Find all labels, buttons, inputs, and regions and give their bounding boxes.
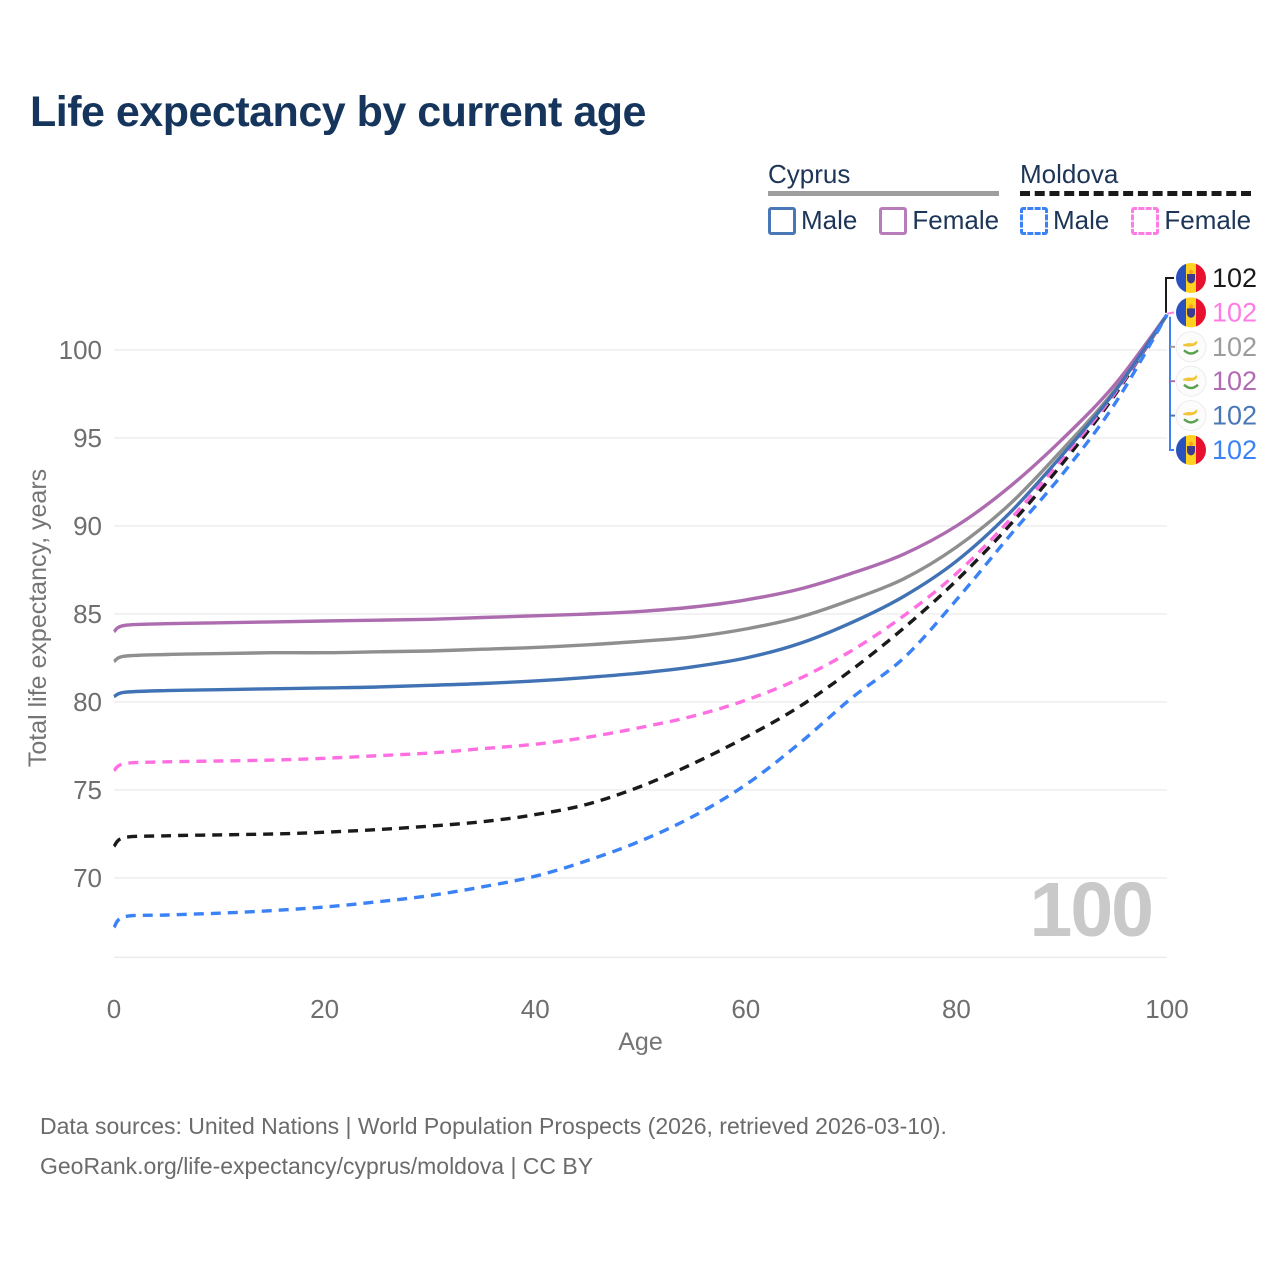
footer-url-license: GeoRank.org/life-expectancy/cyprus/moldo… xyxy=(40,1153,594,1179)
legend-toggle-moldova-female[interactable]: Female xyxy=(1131,205,1251,236)
flag-stripes xyxy=(1176,435,1206,465)
flag-icon-moldova xyxy=(1176,297,1206,328)
x-tick-label-0: 0 xyxy=(107,994,121,1024)
stripe-red xyxy=(1196,263,1206,293)
x-tick-label-80: 80 xyxy=(942,994,971,1024)
legend-line-sample-moldova xyxy=(1020,191,1252,196)
olive-branches xyxy=(1183,383,1199,390)
end-value-label-cyprus-both-sexes: 102 xyxy=(1212,332,1257,362)
y-tick-label-90: 90 xyxy=(73,511,102,541)
legend-group-moldova: Moldova Male Female xyxy=(1020,159,1252,236)
cyprus-island xyxy=(1183,340,1198,347)
y-tick-label-70: 70 xyxy=(73,863,102,893)
flag-stripes xyxy=(1176,263,1206,293)
series-line-cyprus-both-sexes xyxy=(113,313,1169,664)
flag-stripes xyxy=(1176,297,1206,328)
legend-line-sample-cyprus xyxy=(768,191,1000,196)
checkbox-moldova-female[interactable] xyxy=(1131,206,1160,235)
flag-icon-moldova xyxy=(1176,263,1206,293)
end-value-label-cyprus-male: 102 xyxy=(1212,401,1257,431)
flag-icon-cyprus xyxy=(1175,365,1207,397)
flag-bg xyxy=(1175,365,1207,397)
age-counter-watermark: 100 xyxy=(1029,867,1154,953)
flag-icon-cyprus xyxy=(1175,400,1207,432)
legend-toggle-cyprus-female[interactable]: Female xyxy=(879,205,999,236)
x-tick-label-20: 20 xyxy=(310,994,339,1024)
olive-branches xyxy=(1183,418,1199,424)
emblem-shield xyxy=(1187,308,1195,318)
checkbox-moldova-male[interactable] xyxy=(1020,206,1048,235)
cyprus-island xyxy=(1183,409,1198,416)
footer-data-sources: Data sources: United Nations | World Pop… xyxy=(40,1113,947,1139)
legend-country-cyprus: Cyprus xyxy=(768,159,851,189)
stripe-red xyxy=(1196,435,1206,465)
legend-label-cyprus-female: Female xyxy=(912,205,1000,235)
leader-lines xyxy=(1165,277,1175,451)
x-tick-label-100: 100 xyxy=(1145,994,1188,1024)
checkbox-cyprus-female[interactable] xyxy=(879,206,908,235)
series-line-cyprus-female xyxy=(112,313,1169,634)
end-value-label-moldova-female: 102 xyxy=(1212,297,1257,327)
leader-line xyxy=(1166,311,1175,315)
x-tick-label-40: 40 xyxy=(521,994,550,1024)
flag-bg xyxy=(1175,331,1207,363)
cyprus-island xyxy=(1183,375,1198,382)
emblem-shield xyxy=(1187,446,1195,456)
stripe-blue xyxy=(1176,297,1186,328)
series-line-moldova-both-sexes xyxy=(112,313,1169,848)
series-line-moldova-female xyxy=(112,313,1169,773)
emblem-crest xyxy=(1188,304,1194,309)
end-value-label-moldova-male: 102 xyxy=(1212,435,1257,465)
series-line-cyprus-male xyxy=(113,313,1169,699)
stripe-blue xyxy=(1176,263,1186,293)
legend-label-cyprus-male: Male xyxy=(801,205,858,235)
flag-bg xyxy=(1175,400,1207,432)
flag-icon-cyprus xyxy=(1175,331,1207,363)
y-tick-label-75: 75 xyxy=(73,775,102,805)
legend-toggle-cyprus-male[interactable]: Male xyxy=(768,205,857,236)
leader-line xyxy=(1169,316,1174,451)
legend-country-moldova: Moldova xyxy=(1020,159,1119,189)
x-tick-label-60: 60 xyxy=(731,994,760,1024)
end-value-label-cyprus-female: 102 xyxy=(1212,366,1257,396)
emblem-crest xyxy=(1188,441,1194,447)
leader-line xyxy=(1165,277,1174,313)
end-value-label-moldova-both-sexes: 102 xyxy=(1212,263,1257,293)
legend-group-cyprus: Cyprus Male Female xyxy=(768,159,1000,236)
stripe-red xyxy=(1196,297,1206,328)
y-tick-label-100: 100 xyxy=(59,335,102,365)
olive-branches xyxy=(1183,349,1199,355)
emblem-shield xyxy=(1187,274,1195,284)
legend-label-moldova-male: Male xyxy=(1053,205,1110,235)
y-tick-label-85: 85 xyxy=(73,599,102,629)
y-axis-title: Total life expectancy, years xyxy=(24,469,52,767)
footer: Data sources: United Nations | World Pop… xyxy=(40,1106,947,1186)
y-tick-label-80: 80 xyxy=(73,687,102,717)
flag-icon-moldova xyxy=(1176,435,1206,465)
y-tick-label-95: 95 xyxy=(73,423,102,453)
emblem-crest xyxy=(1188,269,1194,275)
legend-toggle-moldova-male[interactable]: Male xyxy=(1020,205,1109,236)
series-line-moldova-male xyxy=(112,313,1169,929)
legend-label-moldova-female: Female xyxy=(1164,205,1252,235)
page-title: Life expectancy by current age xyxy=(30,88,646,136)
stripe-blue xyxy=(1176,435,1186,465)
x-axis-title: Age xyxy=(618,1028,662,1056)
checkbox-cyprus-male[interactable] xyxy=(768,206,796,235)
